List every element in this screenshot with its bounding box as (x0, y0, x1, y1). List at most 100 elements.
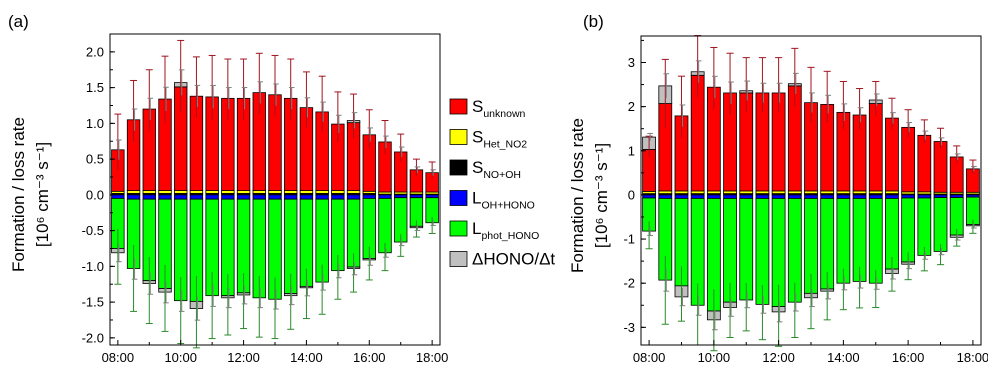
panel-a-bar-s_het_no2-14 (331, 190, 345, 194)
panel-b-err-unknown-19 (953, 145, 961, 157)
panel-a-bar-l_oh_hono-18 (394, 194, 408, 199)
panel-b-err-delta-pos-18 (938, 137, 945, 146)
panel-a-err-phot-8 (240, 292, 248, 330)
panel-b-err-delta-pos-13 (857, 107, 864, 123)
panel-b-err-phot-12 (839, 283, 847, 311)
panel-a-err-delta-pos-0 (116, 139, 122, 160)
panel-a-err-delta-neg-6 (210, 284, 216, 307)
panel-a-ytick-7: -1.5 (82, 295, 104, 310)
panel-a-ylabel-unit: [10⁶ cm⁻³ s⁻¹] (33, 142, 52, 247)
panel-b-err-delta-pos-15 (890, 112, 896, 124)
panel-b-err-phot-8 (775, 306, 783, 347)
panel-b-err-delta-neg-0 (647, 226, 653, 237)
panel-a-ytick-5: -0.5 (82, 223, 104, 238)
panel-a-err-phot-15 (350, 267, 358, 293)
panel-b-err-delta-pos-7 (760, 82, 767, 103)
panel-a-bar-l_oh_hono-14 (331, 194, 345, 200)
panel-b-err-delta-neg-11 (825, 283, 832, 300)
panel-a-err-phot-14 (334, 270, 342, 300)
panel-b-err-unknown-1 (661, 58, 669, 104)
panel-a-err-unknown-4 (177, 39, 185, 87)
panel-b-xtick-1: 10:00 (698, 350, 731, 365)
panel-a-err-unknown-16 (365, 109, 373, 135)
legend-item-s_no_oh: SNO+OH (449, 158, 521, 181)
panel-a-err-phot-17 (381, 252, 389, 272)
panel-a-err-unknown-5 (192, 56, 200, 97)
panel-b-bar-s_unknown-14 (868, 103, 883, 192)
panel-a-err-delta-pos-9 (257, 81, 264, 104)
legend-swatch-delta_hono (449, 251, 468, 267)
panel-a-err-unknown-2 (145, 69, 153, 110)
panel-a-err-delta-neg-1 (131, 257, 138, 280)
legend-label-s_het_no2: SHet_NO2 (472, 128, 527, 151)
panel-a-err-delta-neg-13 (320, 274, 326, 291)
panel-b-err-unknown-8 (775, 57, 783, 93)
panel-a-bar-s_het_no2-10 (268, 190, 282, 194)
panel-a-label: (a) (8, 12, 29, 31)
panel-a-bar-l_oh_hono-0 (111, 194, 125, 199)
panel-b-bar-l_oh_hono-2 (674, 194, 689, 199)
panel-b-err-phot-11 (823, 288, 831, 321)
panel-b-err-delta-pos-0 (647, 132, 653, 141)
panel-a-bar-l_oh_hono-10 (268, 194, 282, 200)
panel-a-err-phot-16 (365, 258, 373, 281)
panel-a-xtick-0: 08:00 (102, 350, 135, 365)
panel-a-err-delta-neg-8 (241, 286, 248, 305)
panel-b-err-delta-pos-4 (712, 75, 718, 99)
panel-b-bar-l_oh_hono-4 (706, 194, 721, 199)
panel-b-bar-l_oh_hono-10 (804, 194, 818, 199)
panel-a-err-phot-2 (145, 280, 153, 325)
panel-a-bar-s_het_no2-8 (236, 190, 251, 194)
panel-a-bar-s_het_no2-15 (346, 190, 361, 194)
panel-a-err-unknown-9 (255, 52, 263, 93)
panel-a-err-delta-pos-15 (351, 112, 358, 129)
panel-b-err-delta-pos-3 (695, 60, 702, 83)
panel-b-err-unknown-18 (936, 127, 945, 142)
panel-b-bar-l_oh_hono-6 (739, 194, 754, 199)
panel-a-err-unknown-17 (381, 120, 389, 142)
panel-a-bar-s_het_no2-6 (205, 190, 219, 194)
panel-b-err-phot-9 (791, 302, 799, 338)
panel-a-err-delta-neg-15 (351, 262, 358, 276)
panel-b-err-delta-neg-20 (971, 223, 977, 229)
panel-a-err-delta-pos-17 (383, 135, 389, 148)
panel-b-err-unknown-9 (791, 47, 799, 86)
panel-a-bar-s_het_no2-3 (158, 190, 172, 194)
panel-b-err-phot-15 (888, 269, 896, 292)
panel-b-err-phot-13 (856, 281, 864, 309)
panel-a-err-delta-neg-20 (430, 220, 436, 226)
panel-b-xtick-3: 14:00 (827, 350, 860, 365)
panel-b-err-delta-pos-20 (971, 165, 977, 172)
panel-a-err-unknown-0 (114, 113, 122, 150)
panel-b-err-delta-pos-1 (663, 73, 670, 99)
panel-b-err-unknown-16 (904, 109, 912, 128)
panel-b-err-delta-neg-2 (679, 288, 686, 307)
panel-a-err-unknown-20 (428, 161, 436, 173)
panel-a-ytick-1: 1.5 (86, 80, 104, 95)
legend-swatch-l_phot_hono (449, 220, 468, 237)
panel-b-err-phot-3 (694, 305, 702, 346)
panel-a-xtick-4: 16:00 (353, 350, 386, 365)
panel-b-xtick-0: 08:00 (633, 350, 666, 365)
panel-b-bar-l_oh_hono-16 (901, 194, 916, 199)
panel-a-bar-s_het_no2-2 (142, 190, 156, 194)
panel-b-err-delta-pos-16 (906, 122, 912, 133)
panel-a-bar-l_oh_hono-11 (284, 194, 298, 200)
panel-a-err-delta-pos-18 (398, 146, 405, 157)
panel-a-err-delta-pos-12 (304, 97, 311, 118)
panel-b-ytick-1: 2 (628, 99, 635, 114)
panel-b-xtick-2: 12:00 (762, 350, 795, 365)
panel-a-bar-l_oh_hono-1 (126, 194, 141, 200)
legend-item-l_oh_hono: LOH+HONO (449, 189, 535, 212)
panel-a-err-unknown-14 (334, 91, 342, 125)
panel-b-err-unknown-0 (645, 135, 653, 150)
panel-b-err-delta-neg-12 (841, 276, 848, 291)
legend-label-l_oh_hono: LOH+HONO (472, 189, 535, 212)
panel-b-err-delta-neg-18 (938, 248, 945, 256)
panel-b-ytick-2: 1 (628, 143, 635, 158)
panel-b-bar-l_oh_hono-17 (917, 194, 932, 199)
panel-a-err-unknown-13 (318, 75, 326, 112)
panel-b-ylabel: Formation / loss rate (568, 118, 587, 273)
panel-b-err-delta-pos-19 (954, 153, 961, 160)
